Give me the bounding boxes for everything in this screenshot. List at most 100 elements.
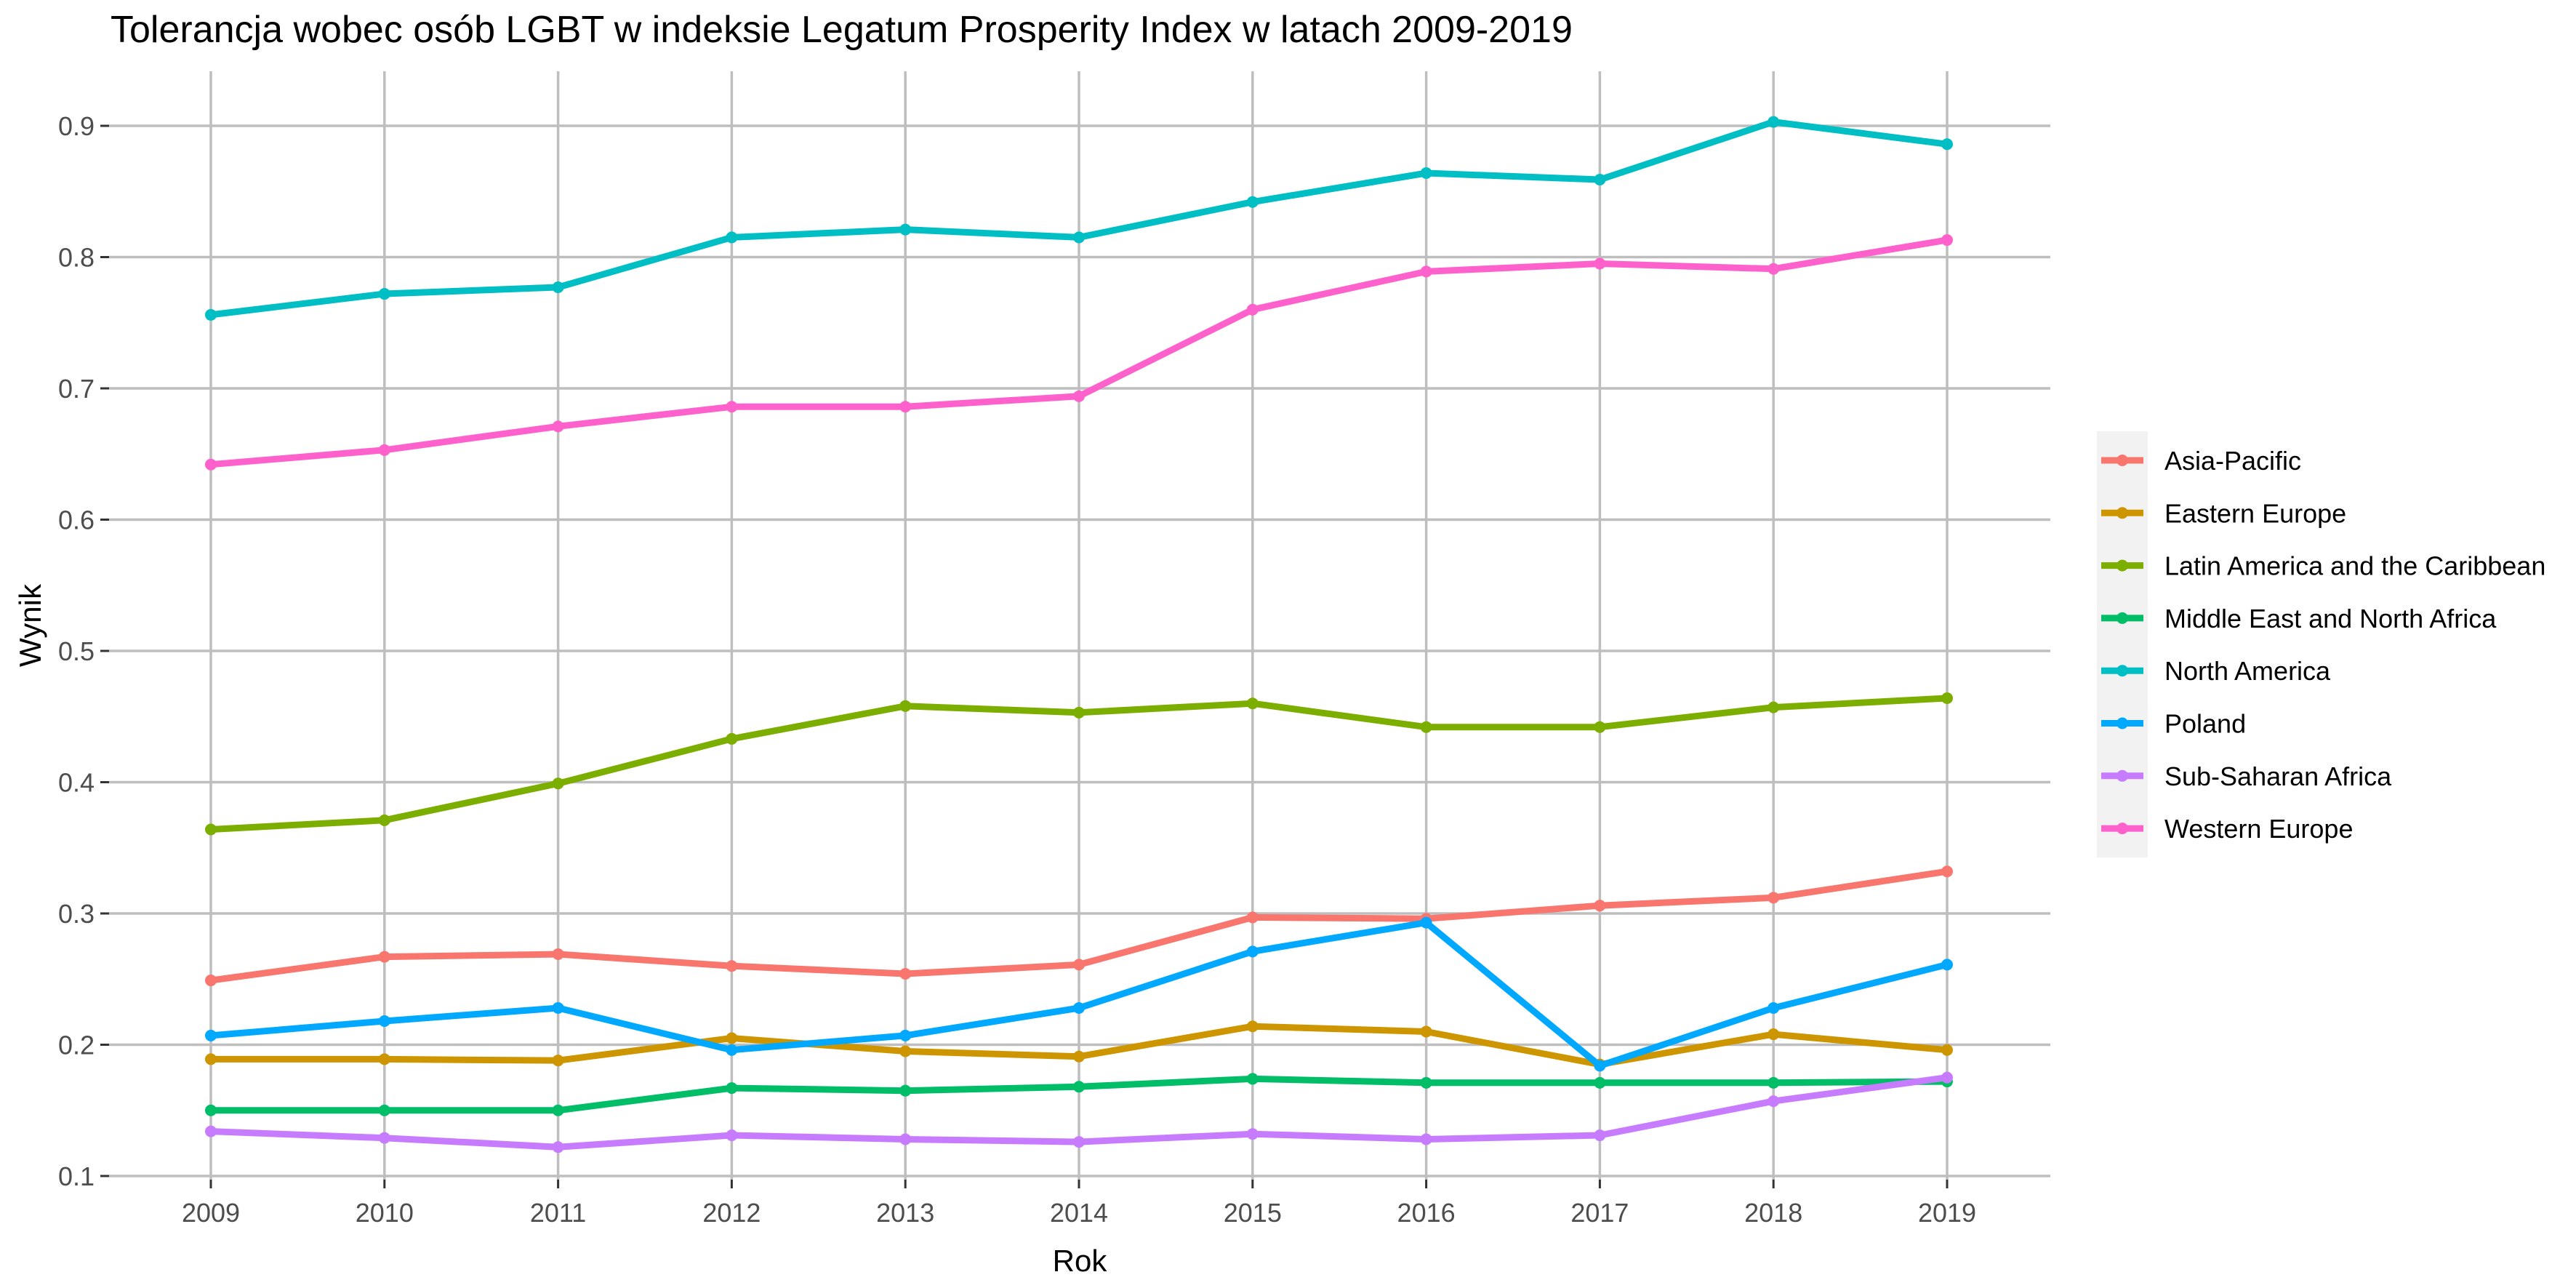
legend-key-point: [2116, 559, 2128, 572]
y-tick-label: 0.1: [58, 1161, 95, 1191]
data-point: [1246, 697, 1259, 710]
data-point: [378, 1104, 390, 1116]
data-point: [1073, 706, 1085, 719]
data-point: [552, 777, 564, 790]
legend-label: North America: [2164, 656, 2331, 686]
data-point: [899, 1133, 912, 1145]
x-tick-label: 2015: [1224, 1198, 1282, 1228]
data-point: [205, 458, 217, 471]
legend-label: Eastern Europe: [2164, 498, 2346, 528]
data-point: [378, 1053, 390, 1065]
data-point: [1073, 1001, 1085, 1014]
data-point: [1073, 1136, 1085, 1148]
data-point: [552, 420, 564, 433]
data-point: [1768, 892, 1780, 904]
data-point: [1941, 138, 1953, 151]
series-asia-pacific: [205, 865, 1953, 987]
series-poland: [205, 916, 1953, 1072]
data-point: [1420, 1133, 1432, 1145]
data-point: [1768, 1095, 1780, 1108]
data-point: [205, 1029, 217, 1041]
data-point: [726, 231, 738, 244]
data-point: [205, 823, 217, 836]
data-point: [1073, 390, 1085, 402]
x-tick-label: 2017: [1570, 1198, 1629, 1228]
data-point: [1941, 1071, 1953, 1084]
data-point: [1941, 692, 1953, 704]
data-point: [552, 281, 564, 294]
data-point: [899, 401, 912, 413]
x-tick-label: 2014: [1050, 1198, 1108, 1228]
data-point: [1941, 234, 1953, 247]
data-point: [1594, 1060, 1606, 1072]
data-point: [1941, 1044, 1953, 1056]
series-sub-saharan-africa: [205, 1071, 1953, 1153]
data-point: [1768, 1001, 1780, 1014]
data-point: [1594, 257, 1606, 270]
data-point: [726, 1082, 738, 1095]
series-western-europe: [205, 234, 1953, 471]
legend-label: Sub-Saharan Africa: [2164, 761, 2392, 791]
data-point: [1941, 959, 1953, 971]
data-point: [1246, 945, 1259, 958]
data-point: [1246, 1020, 1259, 1033]
data-point: [1246, 1073, 1259, 1085]
data-point: [205, 1104, 217, 1116]
y-tick-label: 0.2: [58, 1031, 95, 1060]
legend-key-point: [2116, 769, 2128, 782]
series-eastern-europe: [205, 1020, 1953, 1071]
data-point: [726, 732, 738, 745]
data-point: [1941, 865, 1953, 878]
data-point: [1246, 196, 1259, 208]
data-point: [726, 1032, 738, 1044]
x-tick-label: 2010: [356, 1198, 414, 1228]
data-point: [1420, 1076, 1432, 1089]
data-point: [899, 700, 912, 712]
data-point: [378, 951, 390, 963]
data-point: [1073, 1050, 1085, 1063]
data-point: [205, 1053, 217, 1065]
data-point: [1594, 1076, 1606, 1089]
data-point: [1420, 916, 1432, 929]
x-tick-label: 2011: [530, 1198, 586, 1228]
axis-layer: 2009 2010 2011 2012 2013 2014 2015 2016 2017 2018…: [58, 111, 1976, 1228]
data-point: [1594, 1129, 1606, 1142]
legend-key-background: [2097, 431, 2148, 858]
data-point: [726, 401, 738, 413]
data-point: [726, 1129, 738, 1142]
legend-key-point: [2116, 665, 2128, 677]
legend-key-point: [2116, 455, 2128, 466]
data-point: [899, 1045, 912, 1057]
legend: Asia-Pacific Eastern Europe Latin America …: [2097, 431, 2545, 858]
y-axis-title: Wynik: [13, 583, 47, 667]
series-middle-east-and-north-africa: [205, 1073, 1953, 1116]
y-tick-label: 0.5: [58, 636, 95, 666]
data-point: [552, 948, 564, 960]
legend-key-point: [2116, 612, 2128, 624]
x-tick-label: 2016: [1397, 1198, 1456, 1228]
x-tick-label: 2009: [182, 1198, 240, 1228]
legend-label: Middle East and North Africa: [2164, 604, 2497, 633]
data-point: [899, 1084, 912, 1097]
data-point: [1420, 167, 1432, 179]
data-point: [726, 1044, 738, 1056]
data-point: [1594, 900, 1606, 912]
data-point: [1073, 231, 1085, 244]
data-point: [1768, 1028, 1780, 1041]
data-point: [1246, 303, 1259, 316]
y-tick-label: 0.3: [58, 899, 95, 929]
x-axis-title: Rok: [1053, 1244, 1108, 1278]
data-point: [899, 1029, 912, 1041]
series-latin-america-and-the-caribbean: [205, 692, 1953, 836]
legend-key-point: [2116, 507, 2128, 519]
x-tick-label: 2018: [1744, 1198, 1802, 1228]
legend-label: Asia-Pacific: [2164, 446, 2301, 476]
data-point: [1768, 701, 1780, 713]
data-point: [378, 814, 390, 826]
data-point: [1246, 911, 1259, 924]
y-tick-label: 0.9: [58, 111, 95, 141]
data-point: [1594, 721, 1606, 733]
series-north-america: [205, 116, 1953, 321]
data-point: [899, 968, 912, 980]
